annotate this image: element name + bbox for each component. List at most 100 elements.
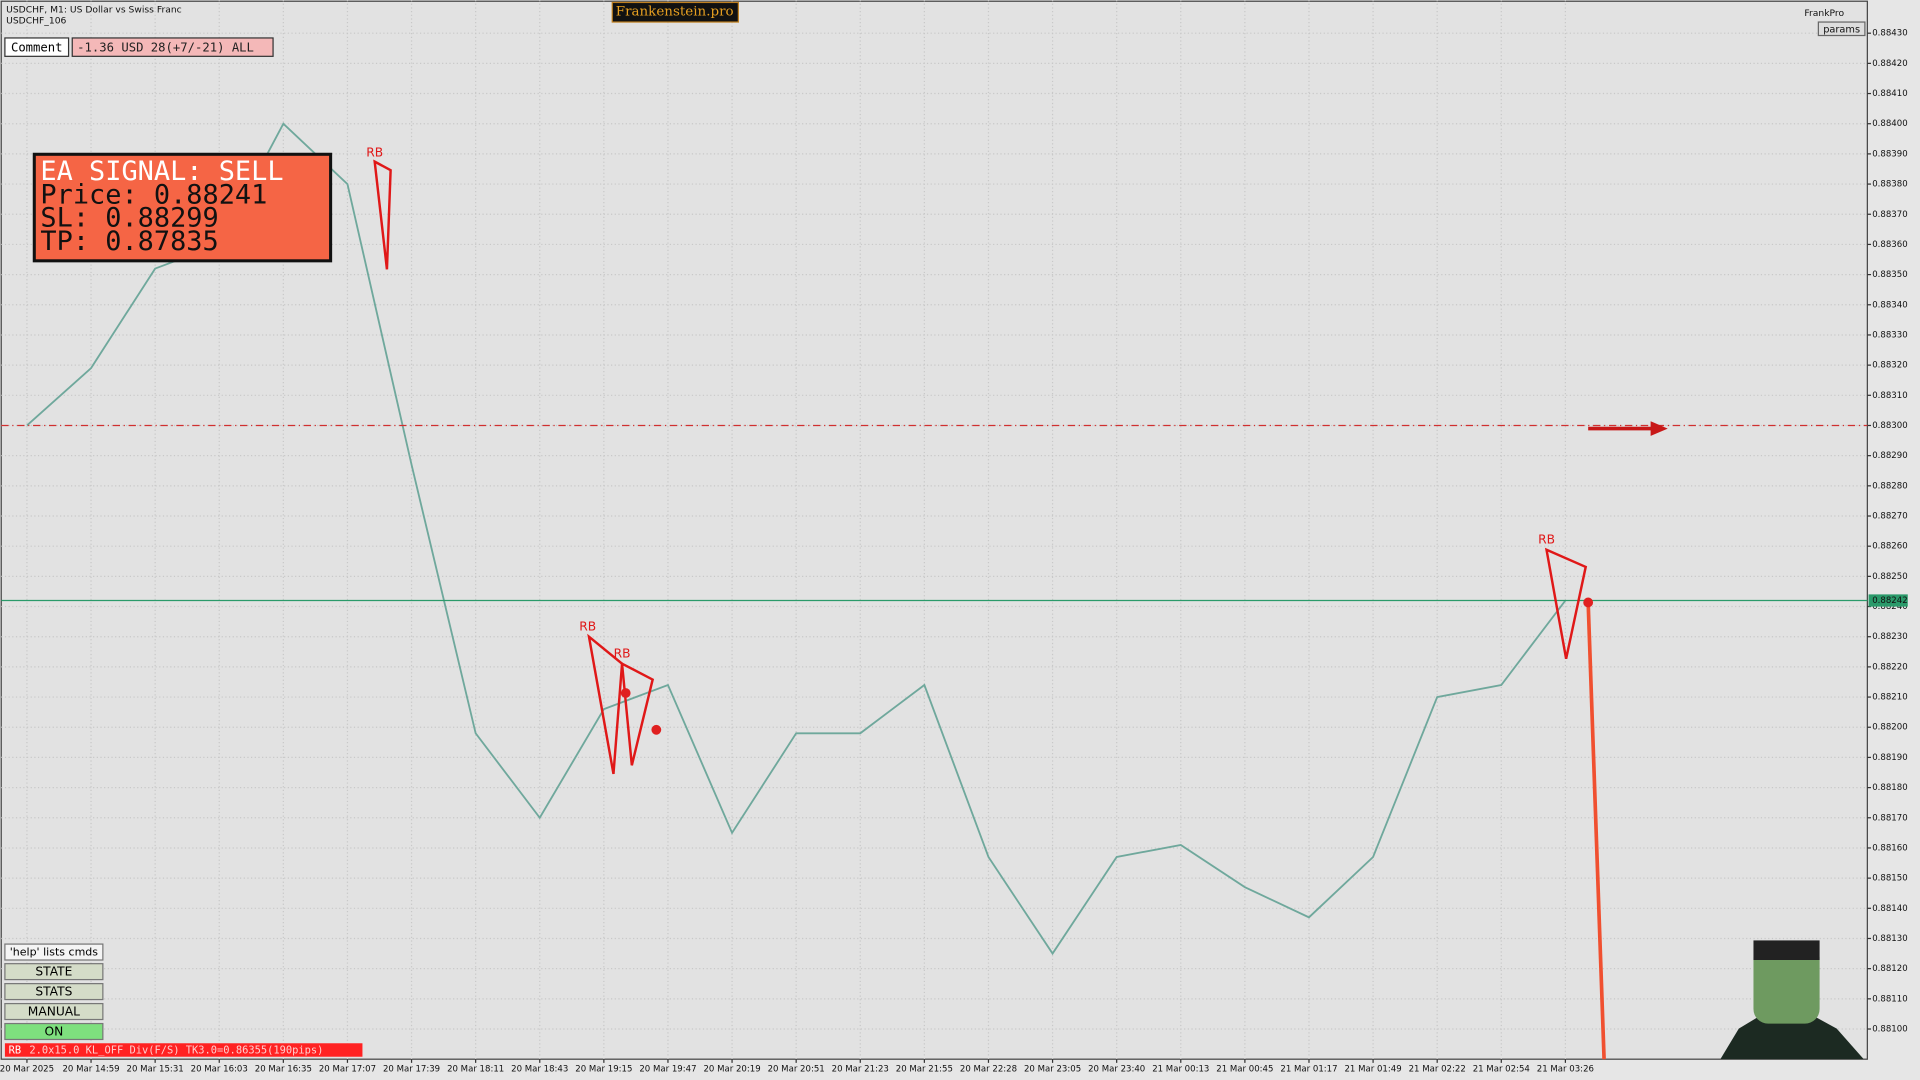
y-tick-label: 0.88400 — [1872, 119, 1907, 129]
buttons: STATE STATS MANUAL ON — [4, 963, 104, 1041]
signal-price: Price: 0.88241 — [40, 179, 267, 210]
x-tick-label: 21 Mar 01:49 — [1344, 1064, 1401, 1074]
y-tick-label: 0.88270 — [1872, 512, 1907, 522]
brand: Frankenstein.pro — [616, 5, 734, 20]
x-tick-label: 21 Mar 03:26 — [1537, 1064, 1594, 1074]
x-tick-label: 20 Mar 18:43 — [511, 1064, 568, 1074]
y-tick-label: 0.88120 — [1872, 964, 1907, 974]
marker: RB — [366, 146, 383, 160]
x-tick-label: 21 Mar 02:54 — [1473, 1064, 1530, 1074]
y-tick-label: 0.88240 — [1872, 602, 1907, 612]
signal-box — [32, 152, 333, 263]
marker: RB — [579, 619, 596, 633]
x-tick-label: 21 Mar 00:13 — [1152, 1064, 1209, 1074]
brand-box — [611, 1, 739, 23]
button[interactable] — [4, 983, 104, 1001]
params-button[interactable] — [1817, 21, 1866, 37]
y-tick-label: 0.88100 — [1872, 1025, 1907, 1035]
x-tick-label: 20 Mar 23:05 — [1024, 1064, 1081, 1074]
x-tick-label: 20 Mar 22:28 — [960, 1064, 1017, 1074]
y-tick-label: 0.88280 — [1872, 481, 1907, 491]
x-tick-label: 20 Mar 16:35 — [255, 1064, 312, 1074]
x-tick-label: 20 Mar 14:59 — [62, 1064, 119, 1074]
y-tick-label: 0.88200 — [1872, 723, 1907, 733]
x-tick-label: 20 Mar 17:39 — [383, 1064, 440, 1074]
x-tick-label: 20 Mar 23:40 — [1088, 1064, 1145, 1074]
mascot-body — [1720, 1013, 1864, 1060]
y-tick-label: 0.88150 — [1872, 874, 1907, 884]
button[interactable] — [4, 963, 104, 981]
signal-dot — [1583, 597, 1594, 608]
comment-label: Comment — [11, 40, 63, 54]
x-tick-label: 20 Mar 2025 — [0, 1064, 54, 1074]
help-box — [4, 943, 104, 961]
button[interactable] — [4, 1022, 104, 1041]
y-tick-label: 0.88380 — [1872, 180, 1907, 190]
y-tick-label: 0.88180 — [1872, 783, 1907, 793]
x-tick-label: 20 Mar 19:47 — [639, 1064, 696, 1074]
price-line — [26, 122, 1567, 956]
signal-dot — [620, 688, 631, 698]
params-label[interactable]: params — [1823, 24, 1860, 35]
pattern — [373, 159, 392, 270]
comment-label-box — [4, 37, 70, 57]
button-label[interactable]: STATE — [35, 965, 72, 979]
x-tick-label: 20 Mar 19:15 — [575, 1064, 632, 1074]
signal-title: EA SIGNAL: SELL — [40, 156, 283, 187]
y-tick-label: 0.88160 — [1872, 843, 1907, 853]
x-tick-label: 21 Mar 00:45 — [1216, 1064, 1273, 1074]
y-tick-label: 0.88230 — [1872, 632, 1907, 642]
x-tick-label: 20 Mar 18:11 — [447, 1064, 504, 1074]
y-tick-label: 0.88370 — [1872, 210, 1907, 220]
y-tick-label: 0.88220 — [1872, 662, 1907, 672]
button-label[interactable]: MANUAL — [28, 1005, 80, 1019]
marker: RB — [614, 646, 631, 660]
user: FrankPro — [1804, 8, 1844, 19]
comment-box — [71, 37, 274, 57]
y-tick-label: 0.88320 — [1872, 361, 1907, 371]
x-tick-label: 21 Mar 02:22 — [1409, 1064, 1466, 1074]
y-tick-label: 0.88340 — [1872, 300, 1907, 310]
x-tick-label: 20 Mar 21:55 — [896, 1064, 953, 1074]
status-bar — [4, 1043, 363, 1057]
button-label[interactable]: ON — [44, 1025, 63, 1039]
signal-dot — [651, 724, 662, 735]
symbol: USDCHF, M1: US Dollar vs Swiss Franc — [6, 4, 182, 15]
y-tick-label: 0.88140 — [1872, 904, 1907, 914]
signal-tp: TP: 0.87835 — [40, 226, 218, 257]
y-tick-label: 0.88130 — [1872, 934, 1907, 944]
y-tick-label: 0.88190 — [1872, 753, 1907, 763]
y-tick-label: 0.88390 — [1872, 149, 1907, 159]
y-tick-label: 0.88170 — [1872, 813, 1907, 823]
y-tick-label: 0.88110 — [1872, 994, 1907, 1004]
y-tick-label: 0.88330 — [1872, 330, 1907, 340]
y-tick-label: 0.88430 — [1872, 29, 1907, 39]
y-tick-label: 0.88290 — [1872, 451, 1907, 461]
price-tag — [1868, 594, 1908, 607]
status-tag: RB — [9, 1045, 22, 1057]
pattern — [587, 633, 624, 775]
y-tick-label: 0.88210 — [1872, 693, 1907, 703]
button-label[interactable]: STATS — [35, 985, 72, 999]
mascot-hair — [1753, 940, 1820, 960]
x-tick-label: 20 Mar 16:03 — [191, 1064, 248, 1074]
comment-text: -1.36 USD 28(+7/-21) ALL — [77, 40, 254, 54]
y-tick-label: 0.88420 — [1872, 59, 1907, 69]
pattern — [1544, 547, 1588, 660]
price-tag-label: 0.88242 — [1872, 596, 1907, 606]
x-tick-label: 20 Mar 20:19 — [703, 1064, 760, 1074]
help-text: 'help' lists cmds — [10, 946, 99, 959]
account: USDCHF_106 — [6, 15, 66, 26]
mascot — [1720, 940, 1864, 1060]
x-tick-label: 20 Mar 20:51 — [768, 1064, 825, 1074]
x-tick-label: 20 Mar 17:07 — [319, 1064, 376, 1074]
x-tick-label: 21 Mar 01:17 — [1280, 1064, 1337, 1074]
pattern — [620, 661, 655, 766]
status-text: 2.0x15.0 KL_OFF Div(F/S) TK3.0=0.86355(1… — [29, 1045, 323, 1057]
button[interactable] — [4, 1002, 104, 1021]
y-tick-label: 0.88260 — [1872, 542, 1907, 552]
projection — [1586, 602, 1606, 1060]
marker: RB — [1538, 533, 1555, 547]
y-tick-label: 0.88250 — [1872, 572, 1907, 582]
